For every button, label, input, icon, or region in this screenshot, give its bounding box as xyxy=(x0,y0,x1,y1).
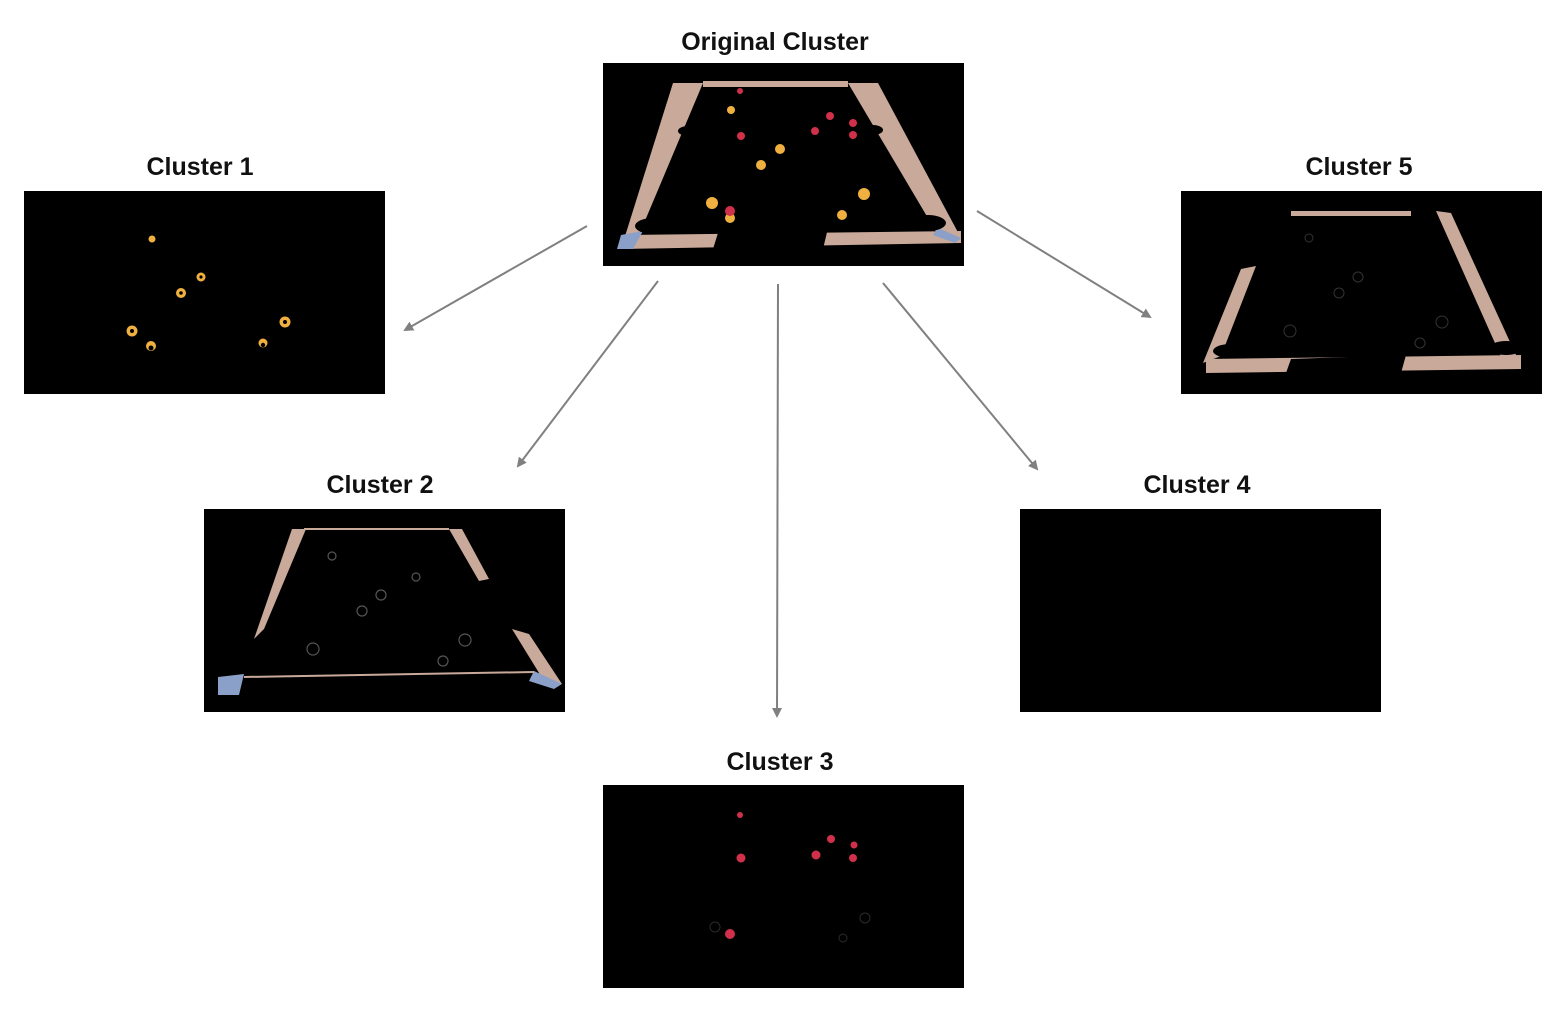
arrow-to-cluster-3 xyxy=(772,283,783,718)
cluster-3-label: Cluster 3 xyxy=(726,748,834,776)
cluster-4-image xyxy=(1020,509,1381,712)
arrow-to-cluster-1 xyxy=(403,225,588,331)
arrow-to-cluster-5 xyxy=(976,210,1152,319)
cluster-2-label: Cluster 2 xyxy=(326,471,434,499)
cluster-2-image xyxy=(204,509,565,712)
cluster-3-image xyxy=(603,785,964,988)
arrow-to-cluster-4 xyxy=(882,282,1039,471)
original-cluster-title: Original Cluster xyxy=(681,28,869,56)
cluster-1-image xyxy=(24,191,385,394)
cluster-4-label: Cluster 4 xyxy=(1143,471,1251,499)
cluster-5-image xyxy=(1181,191,1542,394)
original-cluster-image xyxy=(603,63,964,266)
cluster-1-label: Cluster 1 xyxy=(146,153,254,181)
arrow-to-cluster-2 xyxy=(516,280,659,468)
cluster-5-label: Cluster 5 xyxy=(1305,153,1413,181)
